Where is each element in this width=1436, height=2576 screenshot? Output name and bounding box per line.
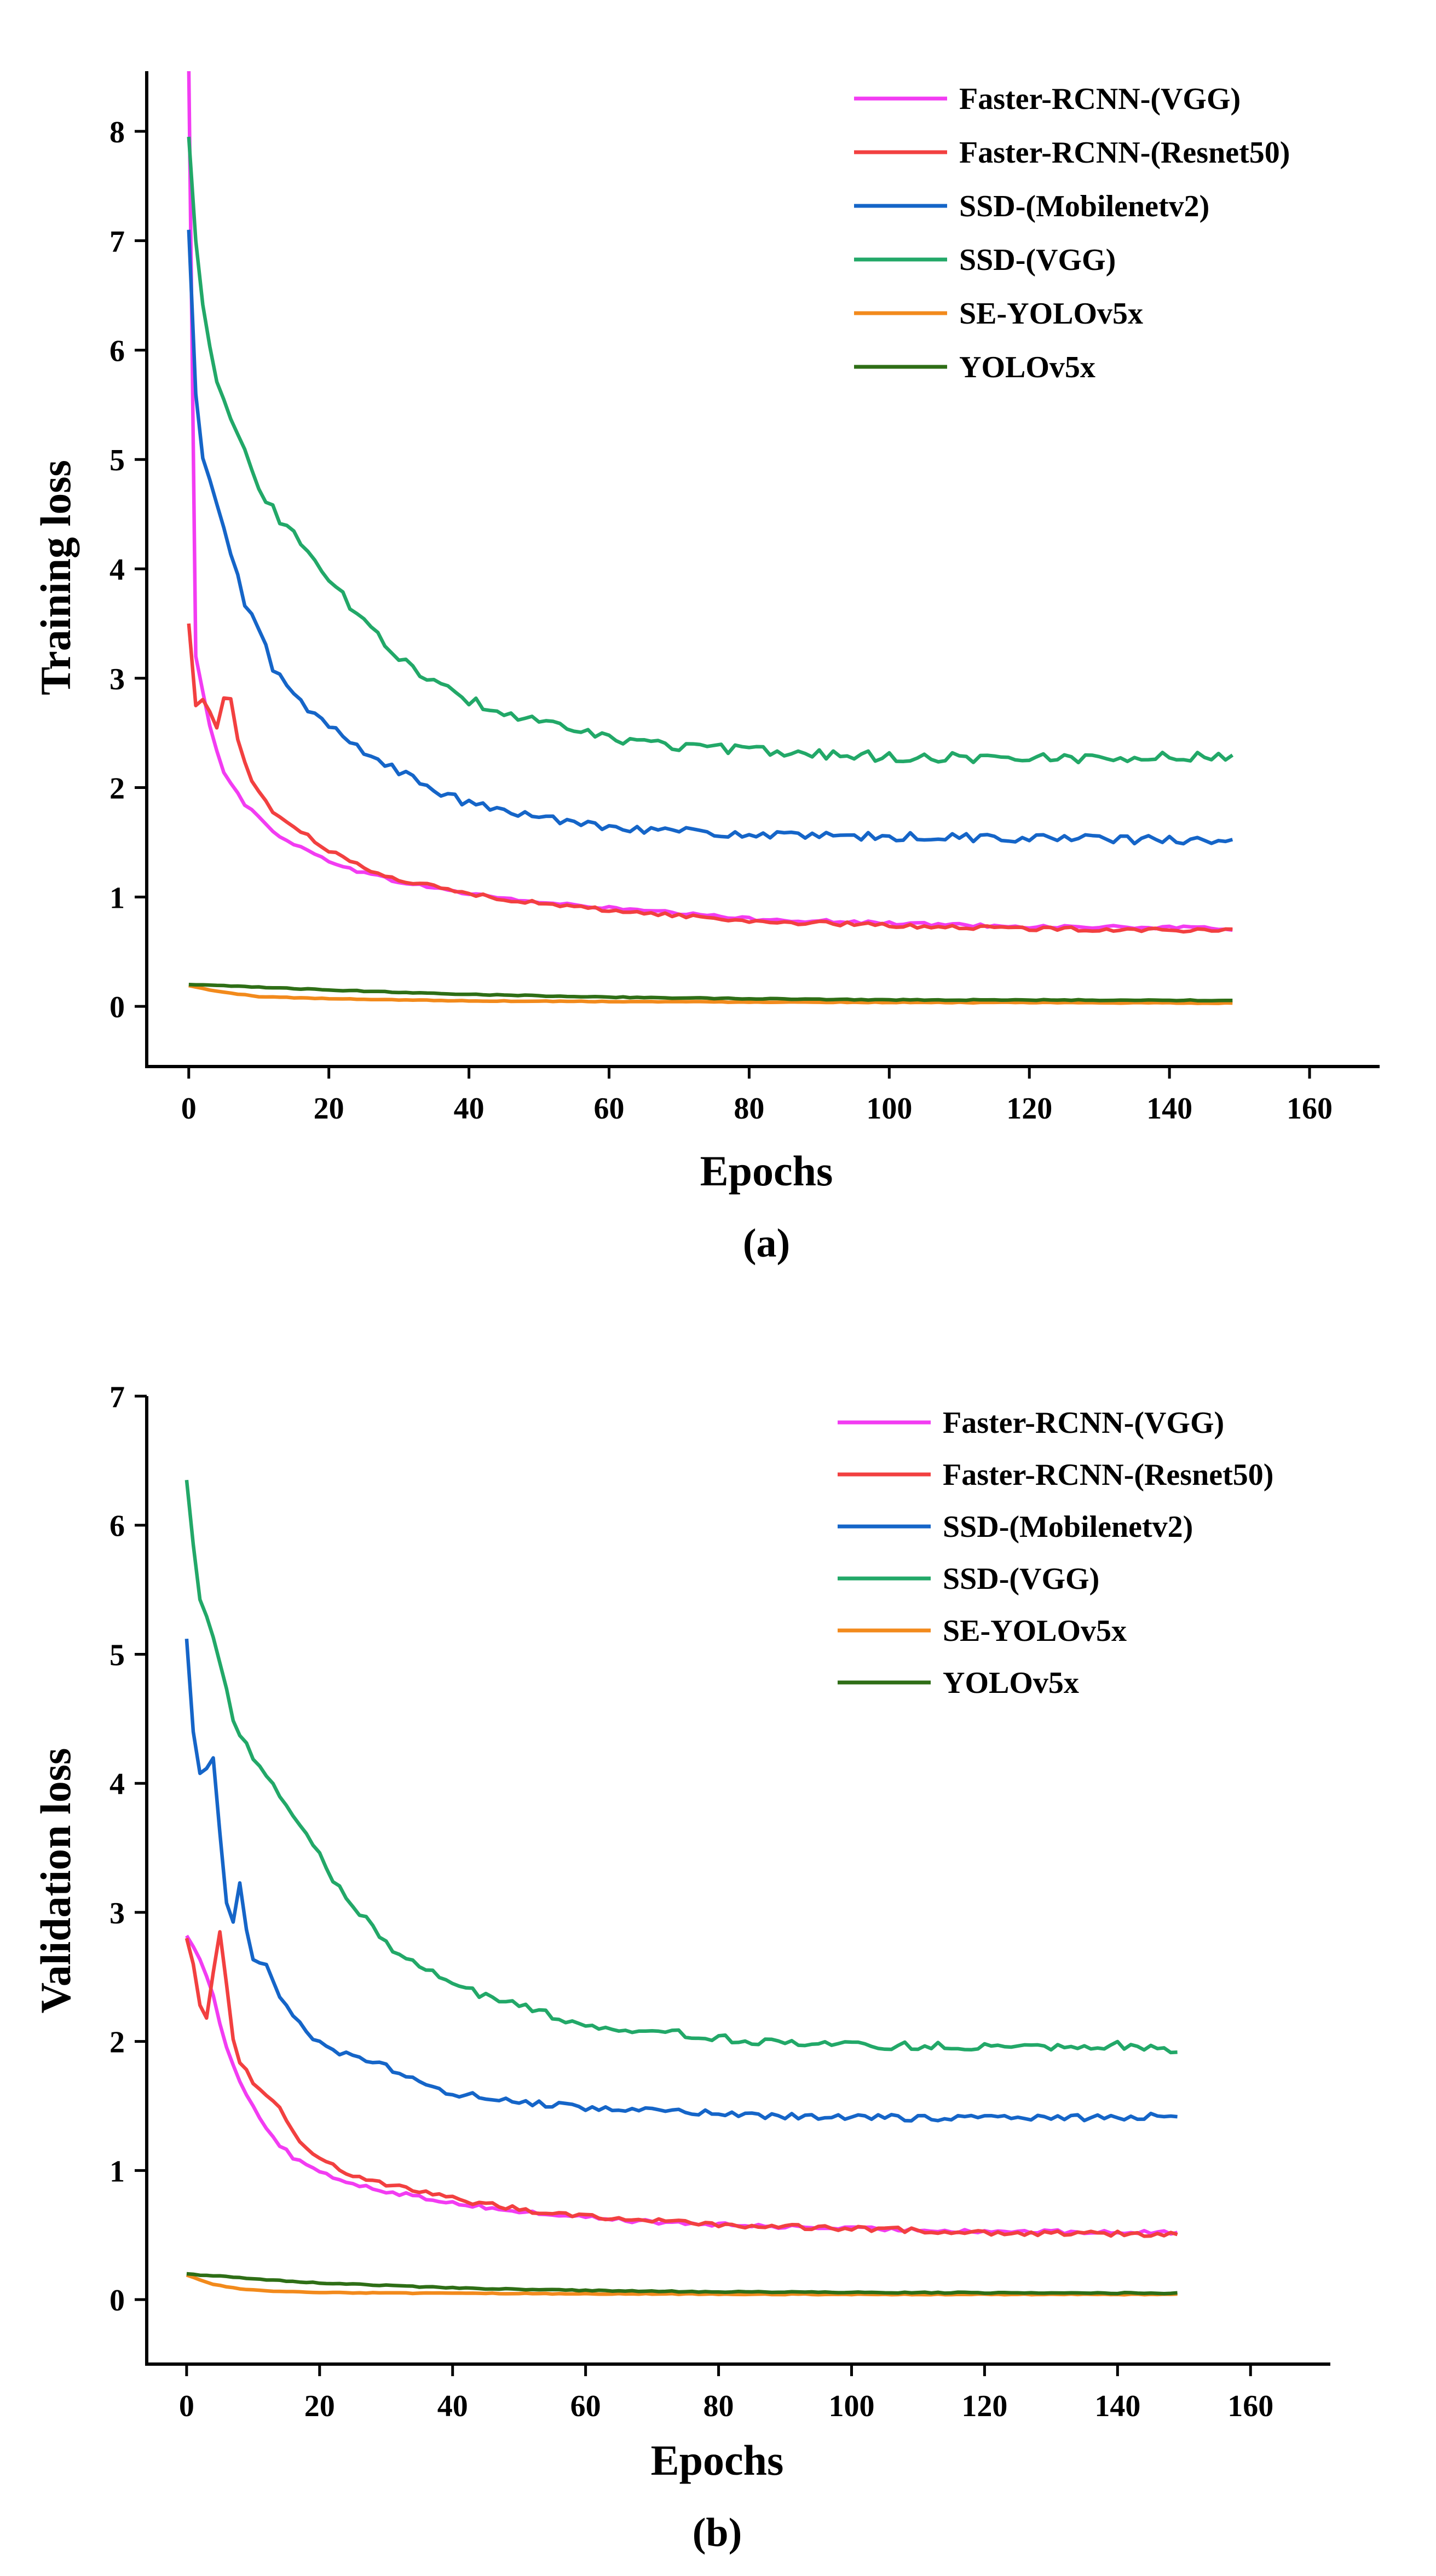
chart-a-xtick-label: 140 bbox=[1146, 1092, 1192, 1126]
chart-a-legend-label: SSD-(Mobilenetv2) bbox=[959, 189, 1209, 223]
chart-b-xtick-label: 120 bbox=[961, 2389, 1007, 2423]
chart-b-xtick-label: 140 bbox=[1094, 2389, 1140, 2423]
chart-a-caption: (a) bbox=[743, 1221, 790, 1266]
chart-a-ytick-label: 4 bbox=[109, 553, 125, 587]
chart-b-ytick-label: 2 bbox=[109, 2026, 125, 2060]
chart-a-xtick-label: 0 bbox=[181, 1092, 197, 1126]
chart-a-legend-label: SSD-(VGG) bbox=[959, 243, 1116, 277]
chart-a-xtick-label: 40 bbox=[454, 1092, 485, 1126]
chart-b-plot bbox=[184, 1479, 1178, 2297]
chart-b-yticks: 0 1 2 3 4 5 6 7 bbox=[109, 1380, 147, 2318]
chart-b-legend-label: Faster-RCNN-(VGG) bbox=[943, 1406, 1224, 1440]
chart-b-xtick-label: 80 bbox=[703, 2389, 734, 2423]
chart-a-xticks: 0 20 40 60 80 100 120 140 160 bbox=[181, 1067, 1333, 1126]
chart-b-legend-label: SSD-(Mobilenetv2) bbox=[943, 1510, 1193, 1544]
chart-a-xtick-label: 160 bbox=[1287, 1092, 1333, 1126]
chart-b-ylabel: Validation loss bbox=[32, 1748, 79, 2014]
chart-a-legend-label: Faster-RCNN-(VGG) bbox=[959, 82, 1241, 116]
chart-b-xticks: 0 20 40 60 80 100 120 140 160 bbox=[179, 2364, 1273, 2423]
chart-b-ytick-label: 1 bbox=[109, 2154, 125, 2188]
chart-b-xtick-label: 20 bbox=[304, 2389, 335, 2423]
chart-a-ylabel: Training loss bbox=[32, 460, 79, 695]
chart-b-xtick-label: 0 bbox=[179, 2389, 194, 2423]
chart-b-series-ssd-vgg- bbox=[184, 1479, 1178, 2055]
chart-b-xtick-label: 100 bbox=[828, 2389, 874, 2423]
chart-b-xlabel: Epochs bbox=[651, 2436, 784, 2484]
chart-b-ytick-label: 7 bbox=[109, 1380, 125, 1414]
chart-a-legend-label: YOLOv5x bbox=[959, 350, 1095, 384]
chart-a-legend: Faster-RCNN-(VGG) Faster-RCNN-(Resnet50) S… bbox=[854, 82, 1290, 384]
chart-b-series-faster-rcnn-resnet50- bbox=[184, 1930, 1178, 2238]
chart-b-xtick-label: 160 bbox=[1227, 2389, 1273, 2423]
chart-a-legend-label: SE-YOLOv5x bbox=[959, 297, 1143, 331]
chart-a-ytick-label: 5 bbox=[109, 443, 125, 477]
chart-b-ytick-label: 3 bbox=[109, 1897, 125, 1930]
chart-a-series-faster-rcnn-vgg- bbox=[187, 71, 1233, 932]
chart-a-ytick-label: 6 bbox=[109, 334, 125, 368]
chart-a-xtick-label: 80 bbox=[734, 1092, 764, 1126]
chart-a-series-ssd-mobilenetv2- bbox=[187, 229, 1233, 846]
chart-a-ytick-label: 7 bbox=[109, 225, 125, 259]
chart-b-ytick-label: 4 bbox=[109, 1767, 125, 1801]
chart-b: 0 20 40 60 80 100 120 140 160 0 1 2 3 4 5 6 7 Epochs Va… bbox=[32, 1380, 1330, 2555]
chart-a-series-se-yolov5x bbox=[188, 984, 1233, 1005]
chart-a-xlabel: Epochs bbox=[700, 1147, 833, 1195]
chart-a-ytick-label: 1 bbox=[109, 881, 125, 915]
chart-b-series-yolov5x bbox=[186, 2272, 1178, 2296]
chart-a-xtick-label: 20 bbox=[314, 1092, 344, 1126]
chart-a-xtick-label: 100 bbox=[866, 1092, 912, 1126]
chart-b-xtick-label: 60 bbox=[570, 2389, 601, 2423]
chart-b-legend-label: Faster-RCNN-(Resnet50) bbox=[943, 1458, 1273, 1492]
chart-b-ytick-label: 0 bbox=[109, 2284, 125, 2318]
chart-b-ytick-label: 5 bbox=[109, 1638, 125, 1672]
chart-a-xtick-label: 120 bbox=[1006, 1092, 1052, 1126]
chart-a-plot bbox=[187, 71, 1234, 1005]
chart-b-xtick-label: 40 bbox=[437, 2389, 468, 2423]
chart-a-ytick-label: 0 bbox=[109, 990, 125, 1024]
chart-b-legend: Faster-RCNN-(VGG) Faster-RCNN-(Resnet50) S… bbox=[838, 1406, 1273, 1700]
chart-b-caption: (b) bbox=[693, 2510, 742, 2555]
chart-b-legend-label: SE-YOLOv5x bbox=[943, 1614, 1127, 1648]
chart-a-yticks: 0 1 2 3 4 5 6 7 8 bbox=[109, 116, 147, 1024]
chart-b-series-ssd-mobilenetv2- bbox=[184, 1638, 1178, 2123]
chart-a-series-faster-rcnn-resnet50- bbox=[187, 623, 1233, 934]
chart-a-xtick-label: 60 bbox=[594, 1092, 625, 1126]
chart-a-ytick-label: 8 bbox=[109, 116, 125, 149]
chart-a-ytick-label: 3 bbox=[109, 662, 125, 696]
chart-a-ytick-label: 2 bbox=[109, 772, 125, 806]
chart-b-legend-label: SSD-(VGG) bbox=[943, 1562, 1099, 1596]
chart-a-series-yolov5x bbox=[188, 982, 1233, 1003]
chart-b-legend-label: YOLOv5x bbox=[943, 1666, 1079, 1700]
chart-a: 0 20 40 60 80 100 120 140 160 0 1 2 3 4 5 6 7 8 Epochs T… bbox=[32, 71, 1380, 1266]
chart-a-legend-label: Faster-RCNN-(Resnet50) bbox=[959, 136, 1290, 170]
chart-b-ytick-label: 6 bbox=[109, 1509, 125, 1543]
chart-a-series-ssd-vgg- bbox=[187, 136, 1234, 765]
chart-b-series-faster-rcnn-vgg- bbox=[185, 1934, 1178, 2236]
